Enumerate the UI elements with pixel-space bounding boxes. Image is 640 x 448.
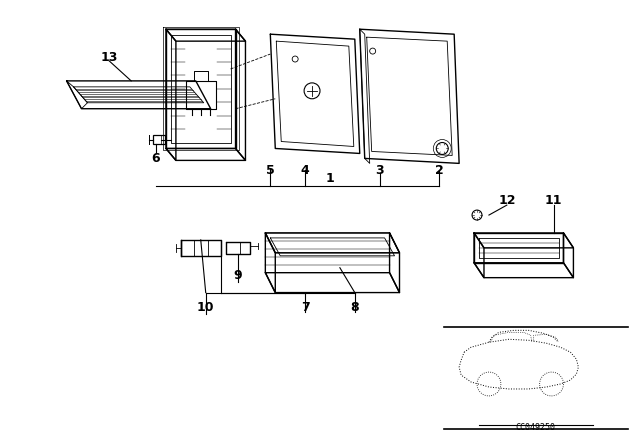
Text: 13: 13 [100, 51, 118, 64]
Text: 7: 7 [301, 301, 310, 314]
Text: 6: 6 [152, 152, 161, 165]
Text: 9: 9 [233, 269, 242, 282]
Text: 3: 3 [375, 164, 384, 177]
Bar [153, 134, 165, 145]
Text: CC049250: CC049250 [516, 423, 556, 432]
Text: 10: 10 [197, 301, 214, 314]
Text: 4: 4 [301, 164, 310, 177]
Text: 2: 2 [435, 164, 444, 177]
Text: 1: 1 [326, 172, 334, 185]
Text: 12: 12 [498, 194, 516, 207]
Text: 8: 8 [351, 301, 359, 314]
Text: 5: 5 [266, 164, 275, 177]
Text: 11: 11 [545, 194, 563, 207]
